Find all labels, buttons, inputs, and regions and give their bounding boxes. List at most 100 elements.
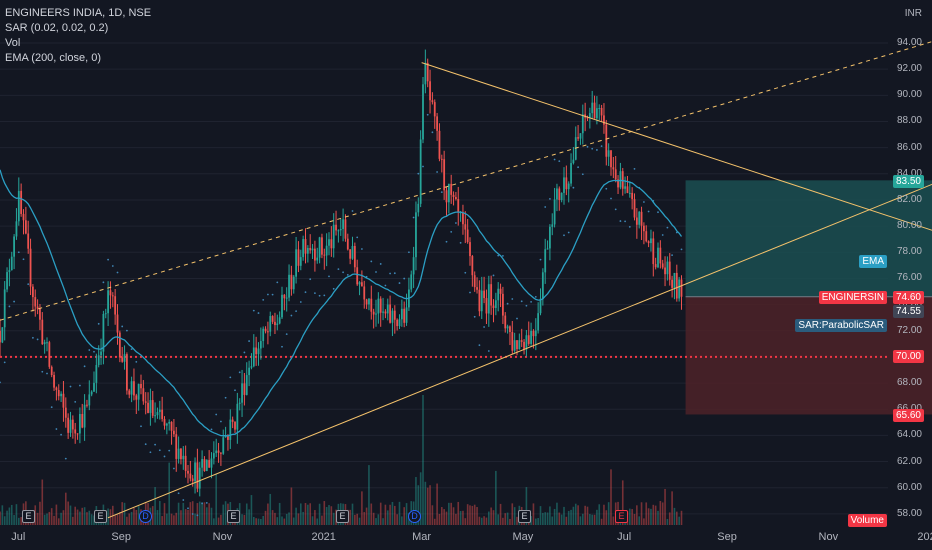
candle-body (196, 462, 199, 489)
volume-bar (241, 514, 243, 525)
sar-dot (605, 187, 608, 190)
legend-vol[interactable]: Vol (5, 37, 21, 49)
volume-bar (220, 514, 222, 525)
sar-dot (581, 173, 584, 176)
sar-dot (173, 467, 175, 470)
sar-dot (502, 254, 504, 257)
volume-bar (570, 509, 572, 525)
candle-body (539, 298, 542, 314)
sar-dot (32, 336, 34, 339)
candle-body (516, 340, 518, 350)
sar-dot (567, 231, 570, 234)
candle-body (624, 186, 626, 189)
volume-bar (18, 517, 20, 525)
volume-bar (253, 516, 255, 525)
volume-bar (673, 507, 676, 525)
sar-dot (323, 294, 326, 297)
volume-bar (438, 513, 441, 525)
volume-bar (43, 514, 46, 525)
candle-body (114, 296, 117, 315)
earnings-marker[interactable]: E (518, 510, 531, 523)
candle-body (175, 434, 178, 459)
trendline-lower-channel (107, 183, 932, 519)
earnings-marker[interactable]: E (22, 510, 35, 523)
legend-sar[interactable]: SAR (0.02, 0.02, 0.2) (5, 22, 109, 34)
volume-bar (645, 502, 648, 525)
sar-dot (657, 211, 659, 214)
earnings-marker[interactable]: E (94, 510, 107, 523)
candle-body (328, 239, 330, 246)
volume-bar (509, 518, 511, 525)
volume-bar (445, 511, 448, 525)
volume-bar (309, 503, 311, 525)
sar-dot (135, 360, 138, 363)
candle-body (534, 330, 537, 337)
candle-body (48, 342, 51, 367)
volume-bar (361, 491, 363, 525)
volume-bar (213, 518, 215, 525)
candle-body (325, 245, 328, 256)
candle-body (184, 455, 187, 471)
price-tick-label: 90.00 (896, 89, 922, 101)
volume-bar (668, 512, 671, 525)
candle-body (541, 272, 544, 299)
earnings-marker[interactable]: E (227, 510, 240, 523)
volume-bar (351, 503, 354, 525)
sar-dot (408, 251, 410, 254)
volume-bar (166, 513, 168, 525)
sar-dot (398, 282, 401, 284)
candle-body (295, 249, 297, 277)
candle-body (431, 100, 434, 103)
sar-dot (586, 145, 589, 148)
sar-dot (511, 298, 514, 300)
legend-symbol[interactable]: ENGINEERS INDIA, 1D, NSE (5, 7, 152, 19)
earnings-marker[interactable]: E (615, 510, 628, 523)
sar-dot (520, 300, 523, 303)
candle-body (438, 130, 441, 159)
volume-bar (429, 485, 431, 525)
candle-body (643, 225, 645, 232)
candle-body (93, 382, 95, 392)
volume-bar (175, 512, 178, 525)
volume-bar (114, 515, 116, 525)
parabolic-sar-dots (0, 113, 683, 517)
candle-body (46, 342, 48, 344)
legend-ema[interactable]: EMA (200, close, 0) (5, 52, 101, 64)
candle-body (32, 286, 34, 298)
sar-dot (393, 272, 396, 275)
candle-body (111, 295, 114, 297)
stop-price-tag: 65.60 (892, 409, 924, 422)
earnings-marker[interactable]: E (336, 510, 349, 523)
candle-body (614, 169, 617, 180)
volume-bar (532, 503, 535, 525)
volume-bar (39, 501, 41, 525)
candle-body (187, 470, 189, 474)
volume-bar (69, 505, 72, 525)
sar-dot (487, 350, 490, 352)
currency-label[interactable]: INR (904, 8, 922, 19)
candle-body (8, 270, 11, 273)
candle-body (15, 221, 18, 237)
candle-body (537, 313, 540, 331)
dividend-marker[interactable]: D (408, 510, 421, 523)
volume-bar (116, 514, 119, 525)
volume-bar (422, 395, 424, 525)
volume-bar (304, 503, 307, 525)
volume-bar (394, 505, 396, 525)
volume-bar (295, 507, 297, 525)
candle-body (473, 275, 476, 288)
volume-bar (488, 511, 490, 525)
candle-body (469, 242, 471, 257)
volume-bar (248, 509, 250, 525)
sar-dot (224, 396, 227, 399)
volume-bar (135, 510, 138, 525)
candle-body (560, 192, 563, 200)
volume-bar (441, 507, 443, 525)
candle-body (544, 249, 547, 273)
volume-bar (647, 508, 650, 525)
candle-body (572, 159, 575, 164)
candle-body (654, 264, 657, 268)
dividend-marker[interactable]: D (139, 510, 152, 523)
volume-bar (525, 487, 528, 525)
